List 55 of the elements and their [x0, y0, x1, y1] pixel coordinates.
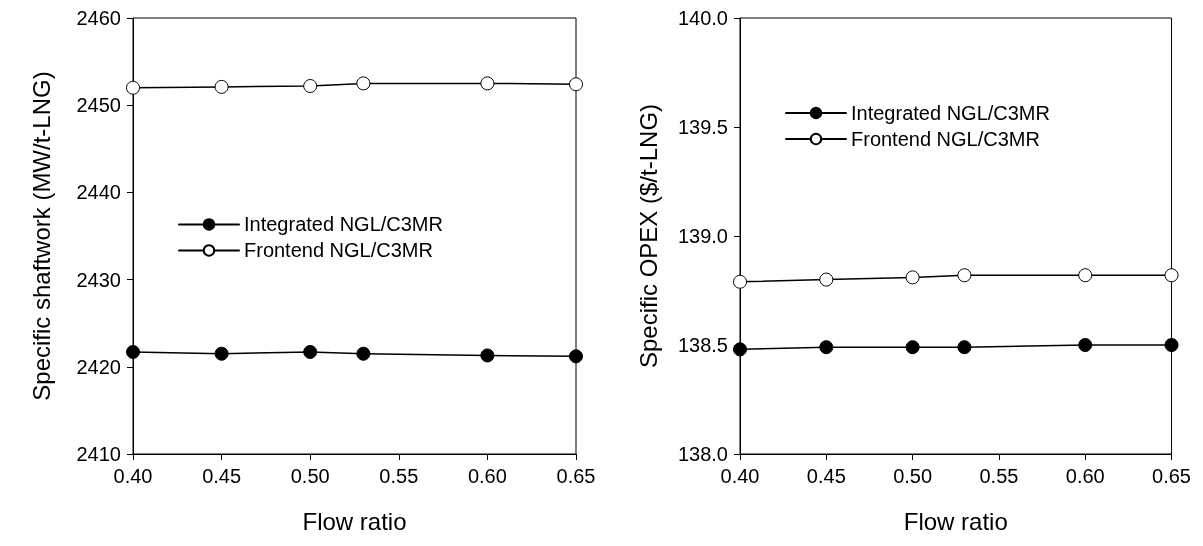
x-axis-title: Flow ratio	[903, 507, 1008, 535]
point	[819, 272, 834, 287]
point	[1164, 338, 1179, 352]
x-tick-label: 0.40	[720, 465, 760, 487]
x-axis-title: Flow ratio	[302, 507, 407, 535]
y-axis-title: Specific shaftwork (MW/t-LNG)	[27, 71, 55, 401]
x-tick-label: 0.50	[290, 465, 330, 487]
legend-label: Frontend NGL/C3MR	[851, 128, 1040, 150]
y-tick-label: 138.5	[677, 334, 728, 356]
point	[126, 344, 140, 359]
y-tick-label: 2430	[76, 268, 121, 291]
legend-label: Integrated NGL/C3MR	[851, 102, 1050, 124]
point	[356, 76, 371, 91]
y-tick-label: 140.0	[677, 7, 728, 29]
point	[214, 79, 229, 94]
x-tick-label: 0.55	[379, 465, 419, 487]
x-tick-label: 0.65	[1152, 465, 1192, 487]
point	[733, 274, 747, 289]
x-tick-label: 0.45	[202, 465, 242, 487]
point	[819, 340, 834, 355]
y-axis-title: Specific OPEX ($/t-LNG)	[634, 103, 662, 369]
legend-label: Integrated NGL/C3MR	[244, 213, 443, 236]
x-tick-label: 0.45	[806, 465, 846, 487]
y-tick-label: 138.0	[677, 443, 728, 465]
y-tick-label: 2410	[76, 443, 121, 465]
y-tick-label: 139.0	[677, 225, 728, 247]
x-tick-label: 0.40	[113, 465, 153, 487]
point	[957, 340, 972, 355]
x-tick-label: 0.60	[1065, 465, 1105, 487]
point	[733, 342, 747, 357]
x-tick-label: 0.60	[467, 465, 507, 487]
legend-label: Frontend NGL/C3MR	[244, 239, 433, 262]
point	[1078, 268, 1093, 283]
point	[905, 340, 920, 355]
point	[1164, 268, 1179, 283]
point	[480, 76, 495, 91]
point	[126, 80, 140, 95]
point	[1078, 338, 1093, 352]
y-tick-label: 139.5	[677, 116, 728, 138]
point	[905, 270, 920, 285]
x-tick-label: 0.55	[979, 465, 1019, 487]
point	[957, 268, 972, 283]
y-tick-label: 2450	[76, 94, 121, 117]
x-tick-label: 0.65	[556, 465, 596, 487]
point	[303, 79, 318, 94]
x-tick-label: 0.50	[893, 465, 933, 487]
point	[303, 344, 318, 359]
point	[569, 349, 583, 364]
y-tick-label: 2440	[76, 181, 121, 204]
y-tick-label: 2460	[76, 7, 121, 29]
point	[569, 77, 583, 92]
point	[480, 348, 495, 363]
point	[356, 346, 371, 361]
y-tick-label: 2420	[76, 355, 121, 378]
point	[214, 346, 229, 361]
